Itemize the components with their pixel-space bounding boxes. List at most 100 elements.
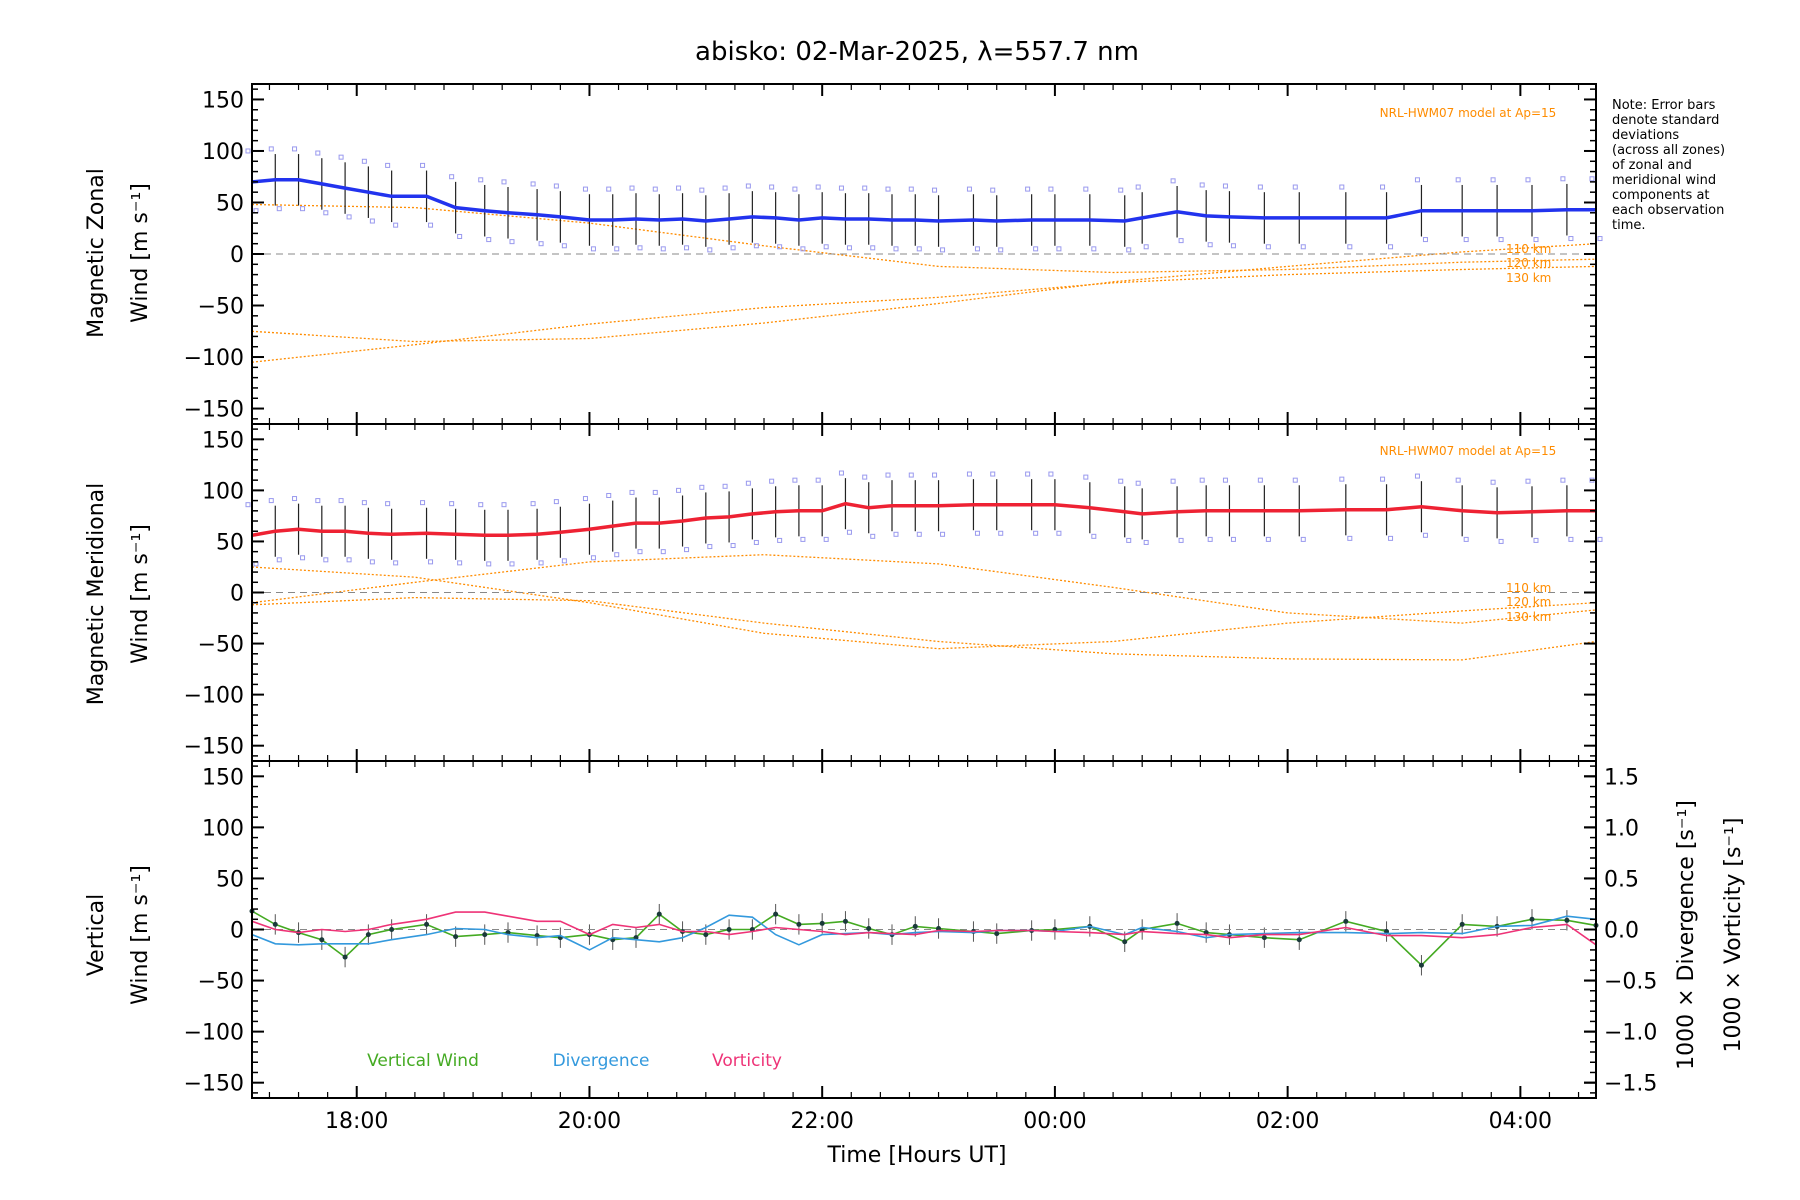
zone-point — [846, 245, 852, 251]
zone-point — [582, 186, 588, 192]
zone-point — [823, 244, 829, 250]
zone-point — [1560, 176, 1566, 182]
series-vorticity — [251, 911, 1597, 946]
zone-point — [457, 560, 463, 566]
vertical-wind-point — [272, 921, 278, 927]
zone-point — [1490, 177, 1496, 183]
vertical-wind-point — [365, 932, 371, 938]
zonal-ylabel-2: Wind [m s⁻¹] — [128, 183, 153, 323]
zone-point — [509, 561, 515, 567]
zone-point — [684, 547, 690, 553]
zone-point — [792, 186, 798, 192]
y2-tick-label: 1.5 — [1604, 765, 1639, 790]
zone-point — [501, 179, 507, 185]
zonal-wind-line — [251, 178, 1596, 223]
zone-point — [538, 241, 544, 247]
zonal-ticks — [252, 84, 1596, 424]
vertical-wind-point — [1296, 937, 1302, 943]
y-tick-label: 0 — [230, 919, 244, 944]
zone-point — [870, 533, 876, 539]
zone-point — [684, 245, 690, 251]
vertical-wind-point — [424, 921, 430, 927]
zone-point — [838, 185, 844, 191]
zone-point — [745, 183, 751, 189]
note-line-7: components at — [1612, 188, 1710, 203]
vertical-wind-point — [1418, 962, 1424, 968]
zone-point — [590, 246, 596, 252]
zonal-model-height-110: 110 km — [1506, 242, 1551, 256]
zone-point — [1597, 536, 1603, 542]
vertical-wind-point — [656, 911, 662, 917]
vertical-ylabel: Vertical — [84, 894, 109, 976]
zone-point — [276, 206, 282, 212]
vertical-wind-point — [342, 954, 348, 960]
zone-point — [530, 501, 536, 507]
zone-point — [614, 552, 620, 558]
zone-point — [385, 501, 391, 507]
vertical-wind-point — [819, 920, 825, 926]
zone-point — [1339, 184, 1345, 190]
y-tick-label: 0 — [230, 243, 244, 268]
meridional-model-curves — [251, 554, 1597, 661]
zone-point — [428, 559, 434, 565]
vertical-wind-point — [1529, 916, 1535, 922]
zone-point — [676, 487, 682, 493]
vertical-wind-point — [1261, 935, 1267, 941]
x-tick-labels: 18:00 20:00 22:00 00:00 02:00 04:00 — [325, 1109, 1552, 1134]
vertical-panel-series — [249, 908, 1599, 968]
zone-point — [1257, 477, 1263, 483]
y2-tick-label: −1.5 — [1604, 1072, 1657, 1097]
vertical-wind-point — [453, 934, 459, 940]
vertical-ylabel-2: Wind [m s⁻¹] — [128, 865, 153, 1005]
meridional-error-bars — [245, 470, 1603, 567]
meridional-wind-series — [251, 501, 1596, 538]
zone-point — [800, 246, 806, 252]
zone-point — [990, 471, 996, 477]
model-curve — [251, 203, 1597, 274]
zone-point — [707, 247, 713, 253]
zone-point — [553, 183, 559, 189]
zonal-wind-series — [251, 178, 1596, 223]
note-line-8: each observation — [1612, 203, 1724, 218]
x-tick-label: 00:00 — [1023, 1109, 1086, 1134]
vertical-wind-point — [866, 925, 872, 931]
zone-point — [420, 162, 426, 168]
zone-point — [393, 222, 399, 228]
zone-point — [870, 245, 876, 251]
meridional-wind-line — [251, 501, 1596, 538]
y-tick-label: −50 — [198, 295, 244, 320]
zone-point — [940, 247, 946, 253]
zone-point — [676, 185, 682, 191]
zone-point — [457, 233, 463, 239]
note-line-4: (across all zones) — [1612, 143, 1725, 158]
zone-point — [916, 246, 922, 252]
zone-point — [1222, 183, 1228, 189]
vertical-wind-point — [1174, 920, 1180, 926]
zone-point — [1135, 184, 1141, 190]
zone-point — [1025, 471, 1031, 477]
legend-vorticity: Vorticity — [712, 1051, 782, 1071]
zone-point — [1025, 186, 1031, 192]
zone-point — [1568, 536, 1574, 542]
zone-point — [722, 483, 728, 489]
zone-point — [966, 186, 972, 192]
zone-point — [1380, 184, 1386, 190]
vertical-wind-point — [389, 927, 395, 932]
zone-point — [699, 484, 705, 490]
zone-point — [1143, 244, 1149, 250]
zone-point — [1170, 178, 1176, 184]
legend-vertical-wind: Vertical Wind — [367, 1051, 479, 1071]
zone-point — [1118, 478, 1124, 484]
zone-point — [385, 162, 391, 168]
zone-point — [323, 557, 329, 563]
zone-point — [629, 489, 635, 495]
zone-point — [940, 531, 946, 537]
y-tick-label: −50 — [198, 633, 244, 658]
zone-point — [561, 558, 567, 564]
zone-point — [660, 246, 666, 252]
y-tick-label: 100 — [202, 140, 244, 165]
y-tick-label: −50 — [198, 970, 244, 995]
zone-point — [637, 549, 643, 555]
vertical-wind-point — [1459, 921, 1465, 927]
